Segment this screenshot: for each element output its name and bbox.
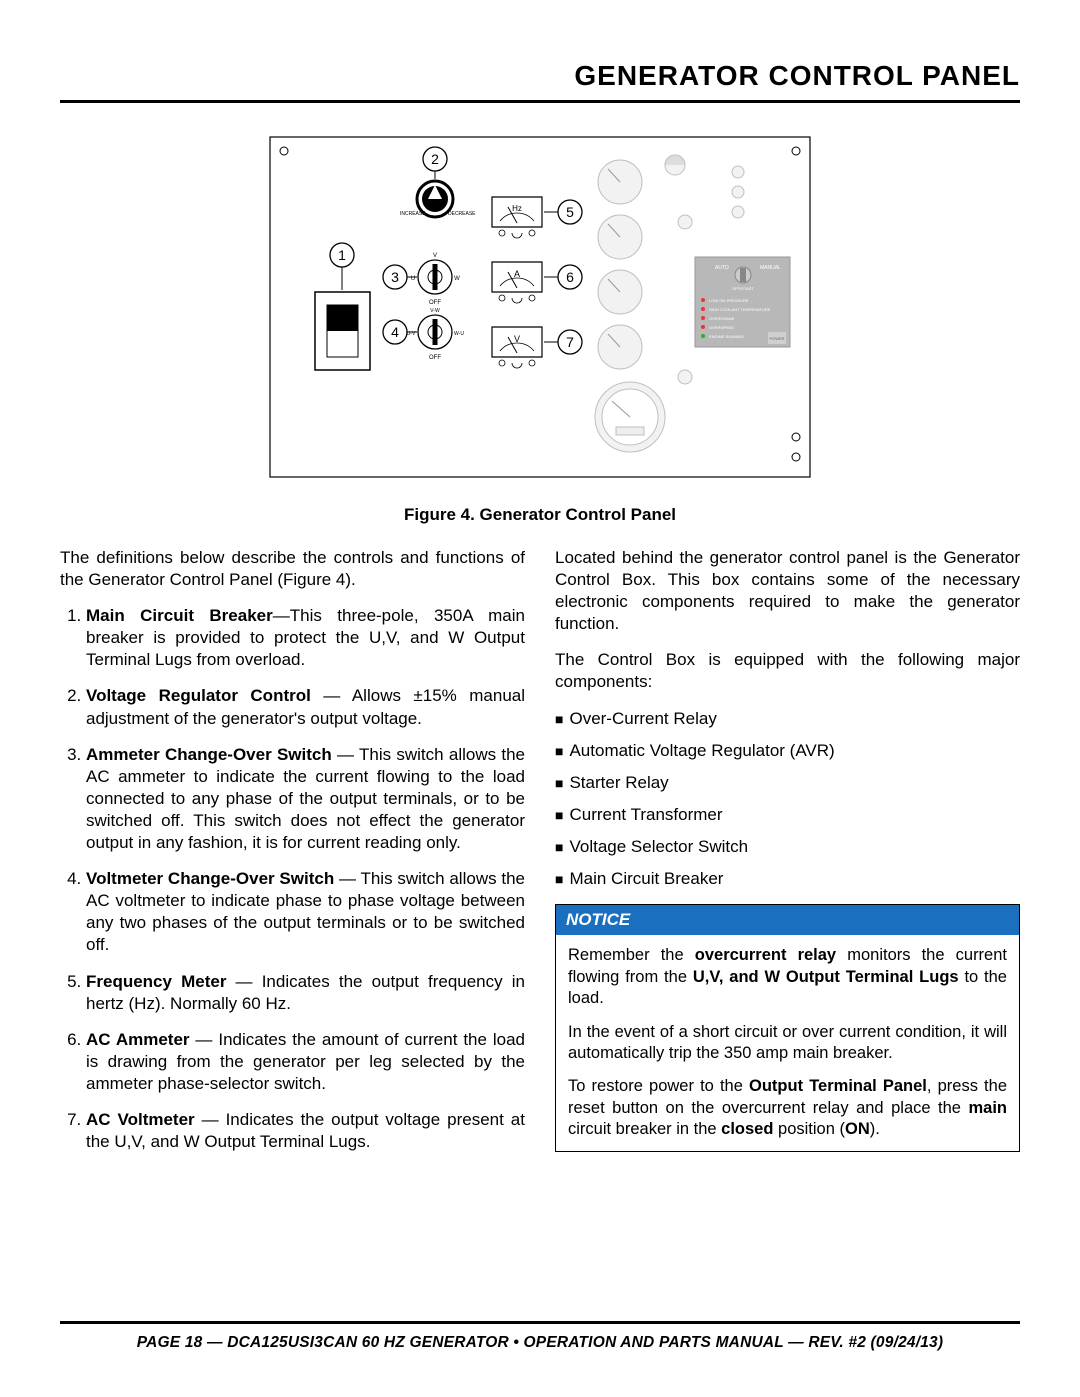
svg-text:INCREASE: INCREASE	[400, 211, 426, 217]
svg-text:7: 7	[566, 334, 574, 350]
svg-text:OVERSPEED: OVERSPEED	[709, 325, 734, 330]
svg-text:OFF: OFF	[429, 300, 441, 306]
svg-text:2: 2	[431, 151, 439, 167]
svg-text:OFF: OFF	[429, 355, 441, 361]
svg-text:AUTO: AUTO	[715, 265, 729, 271]
svg-text:OVERCRANK: OVERCRANK	[709, 316, 735, 321]
component-item: Main Circuit Breaker	[555, 868, 1020, 890]
def-item-4: Voltmeter Change-Over Switch — This swit…	[86, 868, 525, 956]
page-footer: PAGE 18 — DCA125USI3CAN 60 HZ GENERATOR …	[60, 1321, 1020, 1352]
svg-text:V: V	[433, 253, 437, 259]
notice-p3: To restore power to the Output Terminal …	[568, 1076, 1007, 1140]
def-item-3: Ammeter Change-Over Switch — This switch…	[86, 744, 525, 854]
svg-text:DECREASE: DECREASE	[448, 211, 476, 217]
notice-p2: In the event of a short circuit or over …	[568, 1022, 1007, 1065]
right-column: Located behind the generator control pan…	[555, 547, 1020, 1167]
control-panel-diagram: INCREASE DECREASE 2 1 V U W OFF 3	[260, 127, 820, 487]
svg-text:Hz: Hz	[512, 204, 522, 213]
intro-paragraph: The definitions below describe the contr…	[60, 547, 525, 591]
def-item-5: Frequency Meter — Indicates the output f…	[86, 971, 525, 1015]
svg-text:3: 3	[391, 269, 399, 285]
svg-text:POWER: POWER	[769, 336, 784, 341]
def-item-7: AC Voltmeter — Indicates the output volt…	[86, 1109, 525, 1153]
notice-p1: Remember the overcurrent relay monitors …	[568, 945, 1007, 1009]
svg-text:MANUAL: MANUAL	[760, 265, 781, 271]
def-item-1: Main Circuit Breaker—This three-pole, 35…	[86, 605, 525, 671]
definitions-list: Main Circuit Breaker—This three-pole, 35…	[60, 605, 525, 1153]
svg-text:OFF/START: OFF/START	[732, 286, 754, 291]
two-column-body: The definitions below describe the contr…	[60, 547, 1020, 1167]
svg-text:LOW OIL PRESSURE: LOW OIL PRESSURE	[709, 298, 749, 303]
svg-text:A: A	[514, 269, 520, 279]
component-item: Automatic Voltage Regulator (AVR)	[555, 740, 1020, 762]
notice-header: NOTICE	[556, 905, 1019, 935]
components-list: Over-Current Relay Automatic Voltage Reg…	[555, 708, 1020, 891]
figure-container: INCREASE DECREASE 2 1 V U W OFF 3	[60, 127, 1020, 525]
left-column: The definitions below describe the contr…	[60, 547, 525, 1167]
svg-text:6: 6	[566, 269, 574, 285]
svg-text:1: 1	[338, 247, 346, 263]
def-item-2: Voltage Regulator Control — Allows ±15% …	[86, 685, 525, 729]
component-item: Over-Current Relay	[555, 708, 1020, 730]
svg-text:4: 4	[391, 324, 399, 340]
svg-text:V-W: V-W	[430, 308, 440, 314]
notice-box: NOTICE Remember the overcurrent relay mo…	[555, 904, 1020, 1152]
component-item: Current Transformer	[555, 804, 1020, 826]
svg-text:ENGINE RUNNING: ENGINE RUNNING	[709, 334, 744, 339]
notice-body: Remember the overcurrent relay monitors …	[556, 935, 1019, 1151]
control-box-para1: Located behind the generator control pan…	[555, 547, 1020, 635]
page-title: GENERATOR CONTROL PANEL	[60, 60, 1020, 103]
control-box-para2: The Control Box is equipped with the fol…	[555, 649, 1020, 693]
def-item-6: AC Ammeter — Indicates the amount of cur…	[86, 1029, 525, 1095]
figure-caption: Figure 4. Generator Control Panel	[60, 505, 1020, 525]
svg-text:V: V	[514, 334, 520, 344]
svg-text:W-U: W-U	[454, 331, 464, 337]
svg-text:5: 5	[566, 204, 574, 220]
svg-text:HIGH COOLANT TEMPERATURE: HIGH COOLANT TEMPERATURE	[709, 307, 771, 312]
component-item: Voltage Selector Switch	[555, 836, 1020, 858]
component-item: Starter Relay	[555, 772, 1020, 794]
svg-text:W: W	[454, 276, 460, 282]
